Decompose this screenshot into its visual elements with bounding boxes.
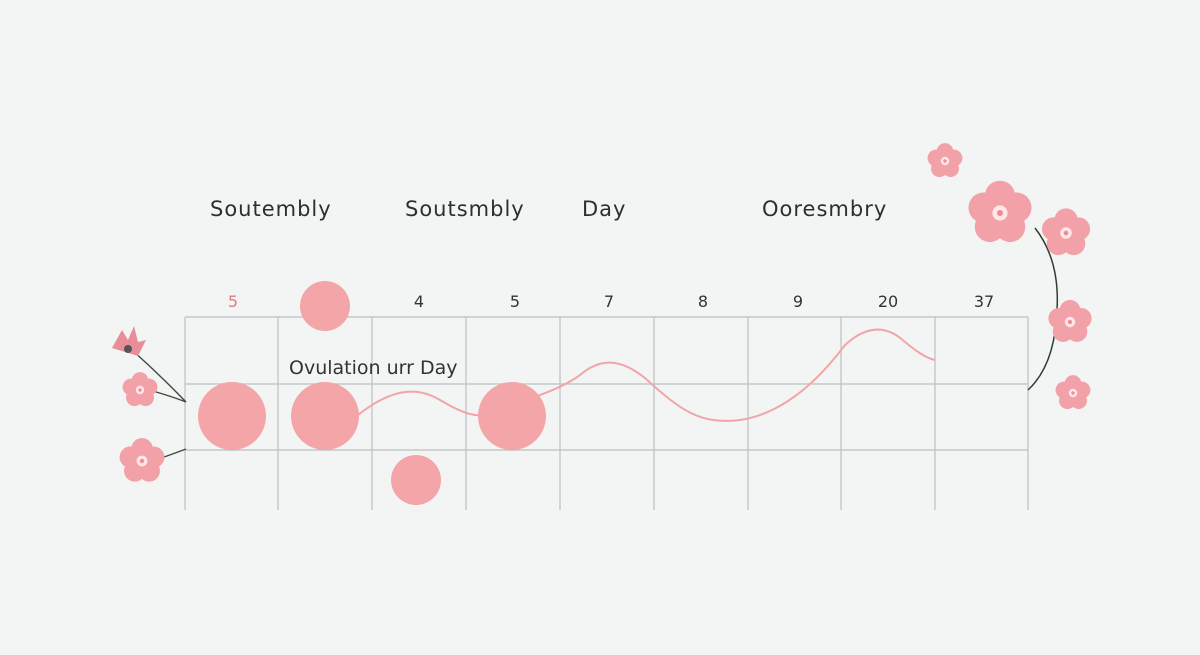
day-number: 4 (413, 292, 425, 311)
header-label-2: Soutsmbly (405, 197, 525, 221)
event-dot (300, 281, 350, 331)
right-flower-decoration (927, 143, 1092, 410)
event-dot (391, 455, 441, 505)
day-number: 37 (973, 292, 995, 311)
event-dot (291, 382, 359, 450)
left-flower-decoration (112, 326, 187, 482)
day-number: 8 (697, 292, 709, 311)
header-label-4: Ooresmbry (762, 197, 888, 221)
day-number: 7 (603, 292, 615, 311)
day-number: 9 (792, 292, 804, 311)
day-number: 20 (877, 292, 899, 311)
header-label-1: Soutembly (210, 197, 332, 221)
day-number: 5 (227, 292, 239, 311)
event-dot (478, 382, 546, 450)
day-number: 5 (509, 292, 521, 311)
cycle-curve (357, 328, 936, 422)
event-dot (198, 382, 266, 450)
header-label-3: Day (582, 197, 627, 221)
ovulation-label: Ovulation urr Day (289, 357, 458, 379)
